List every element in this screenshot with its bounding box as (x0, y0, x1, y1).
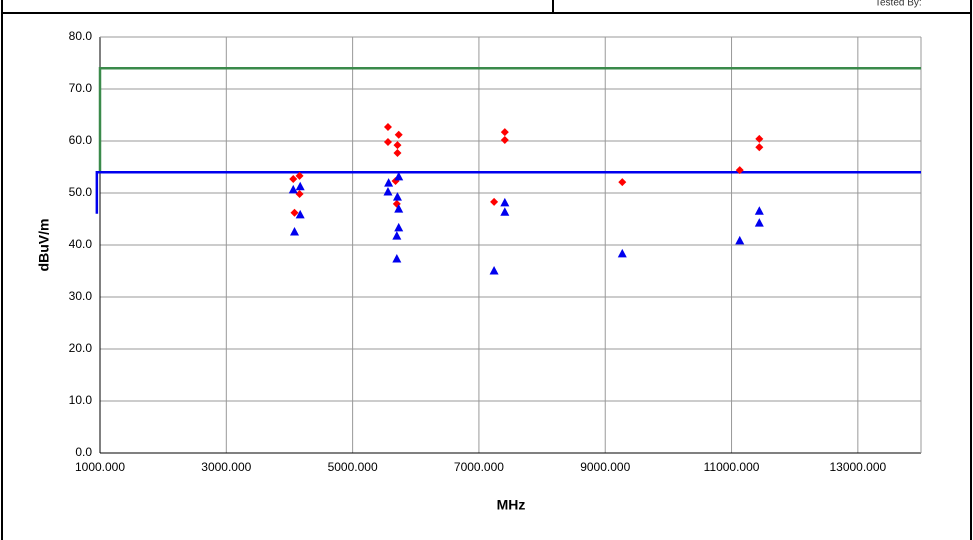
data-point (394, 204, 404, 213)
data-point (735, 166, 744, 175)
y-tick-label: 30.0 (69, 289, 93, 303)
y-tick-label: 40.0 (69, 237, 93, 251)
data-point (490, 197, 499, 206)
data-point (290, 227, 300, 236)
data-point (393, 148, 402, 157)
x-tick-label: 7000.000 (454, 460, 504, 474)
data-point (295, 209, 305, 219)
x-tick-label: 9000.000 (580, 460, 630, 474)
y-tick-label: 20.0 (69, 341, 93, 355)
data-point (735, 235, 745, 245)
data-point (394, 171, 404, 181)
x-tick-label: 1000.000 (75, 460, 125, 474)
data-point (392, 192, 402, 201)
data-point (500, 207, 510, 216)
data-point (383, 122, 392, 131)
data-point (500, 128, 509, 137)
data-point (383, 186, 393, 196)
data-point (289, 174, 298, 183)
data-point (295, 181, 305, 191)
data-point (392, 231, 402, 240)
x-tick-label: 3000.000 (201, 460, 251, 474)
x-axis-title: MHz (497, 497, 526, 513)
data-point (392, 254, 402, 263)
data-point (394, 130, 403, 139)
data-point (290, 208, 299, 217)
data-point (295, 171, 304, 180)
data-point (383, 138, 392, 147)
data-point (755, 134, 764, 143)
data-point (489, 266, 499, 275)
x-tick-label: 13000.000 (829, 460, 886, 474)
data-point (755, 143, 764, 152)
y-tick-label: 50.0 (69, 185, 93, 199)
data-point (500, 197, 510, 207)
data-point (754, 218, 764, 227)
x-tick-label: 11000.000 (704, 460, 760, 474)
data-point (754, 206, 764, 215)
limit-line (95, 170, 921, 214)
data-point (384, 178, 394, 187)
tested-by: Tested By: (875, 0, 922, 9)
y-tick-label: 60.0 (69, 133, 93, 147)
data-point (618, 178, 627, 187)
y-tick-label: 0.0 (75, 445, 92, 459)
data-point (394, 222, 404, 232)
y-tick-label: 10.0 (69, 393, 93, 407)
x-tick-label: 5000.000 (328, 460, 378, 474)
y-tick-label: 70.0 (69, 81, 93, 95)
limit-line (98, 66, 921, 173)
y-axis-title: dBuV/m (36, 219, 52, 272)
data-point (393, 141, 402, 150)
data-point (617, 248, 627, 258)
data-point (288, 184, 298, 194)
data-point (500, 135, 509, 144)
y-tick-label: 80.0 (69, 29, 93, 43)
data-point (295, 190, 304, 199)
